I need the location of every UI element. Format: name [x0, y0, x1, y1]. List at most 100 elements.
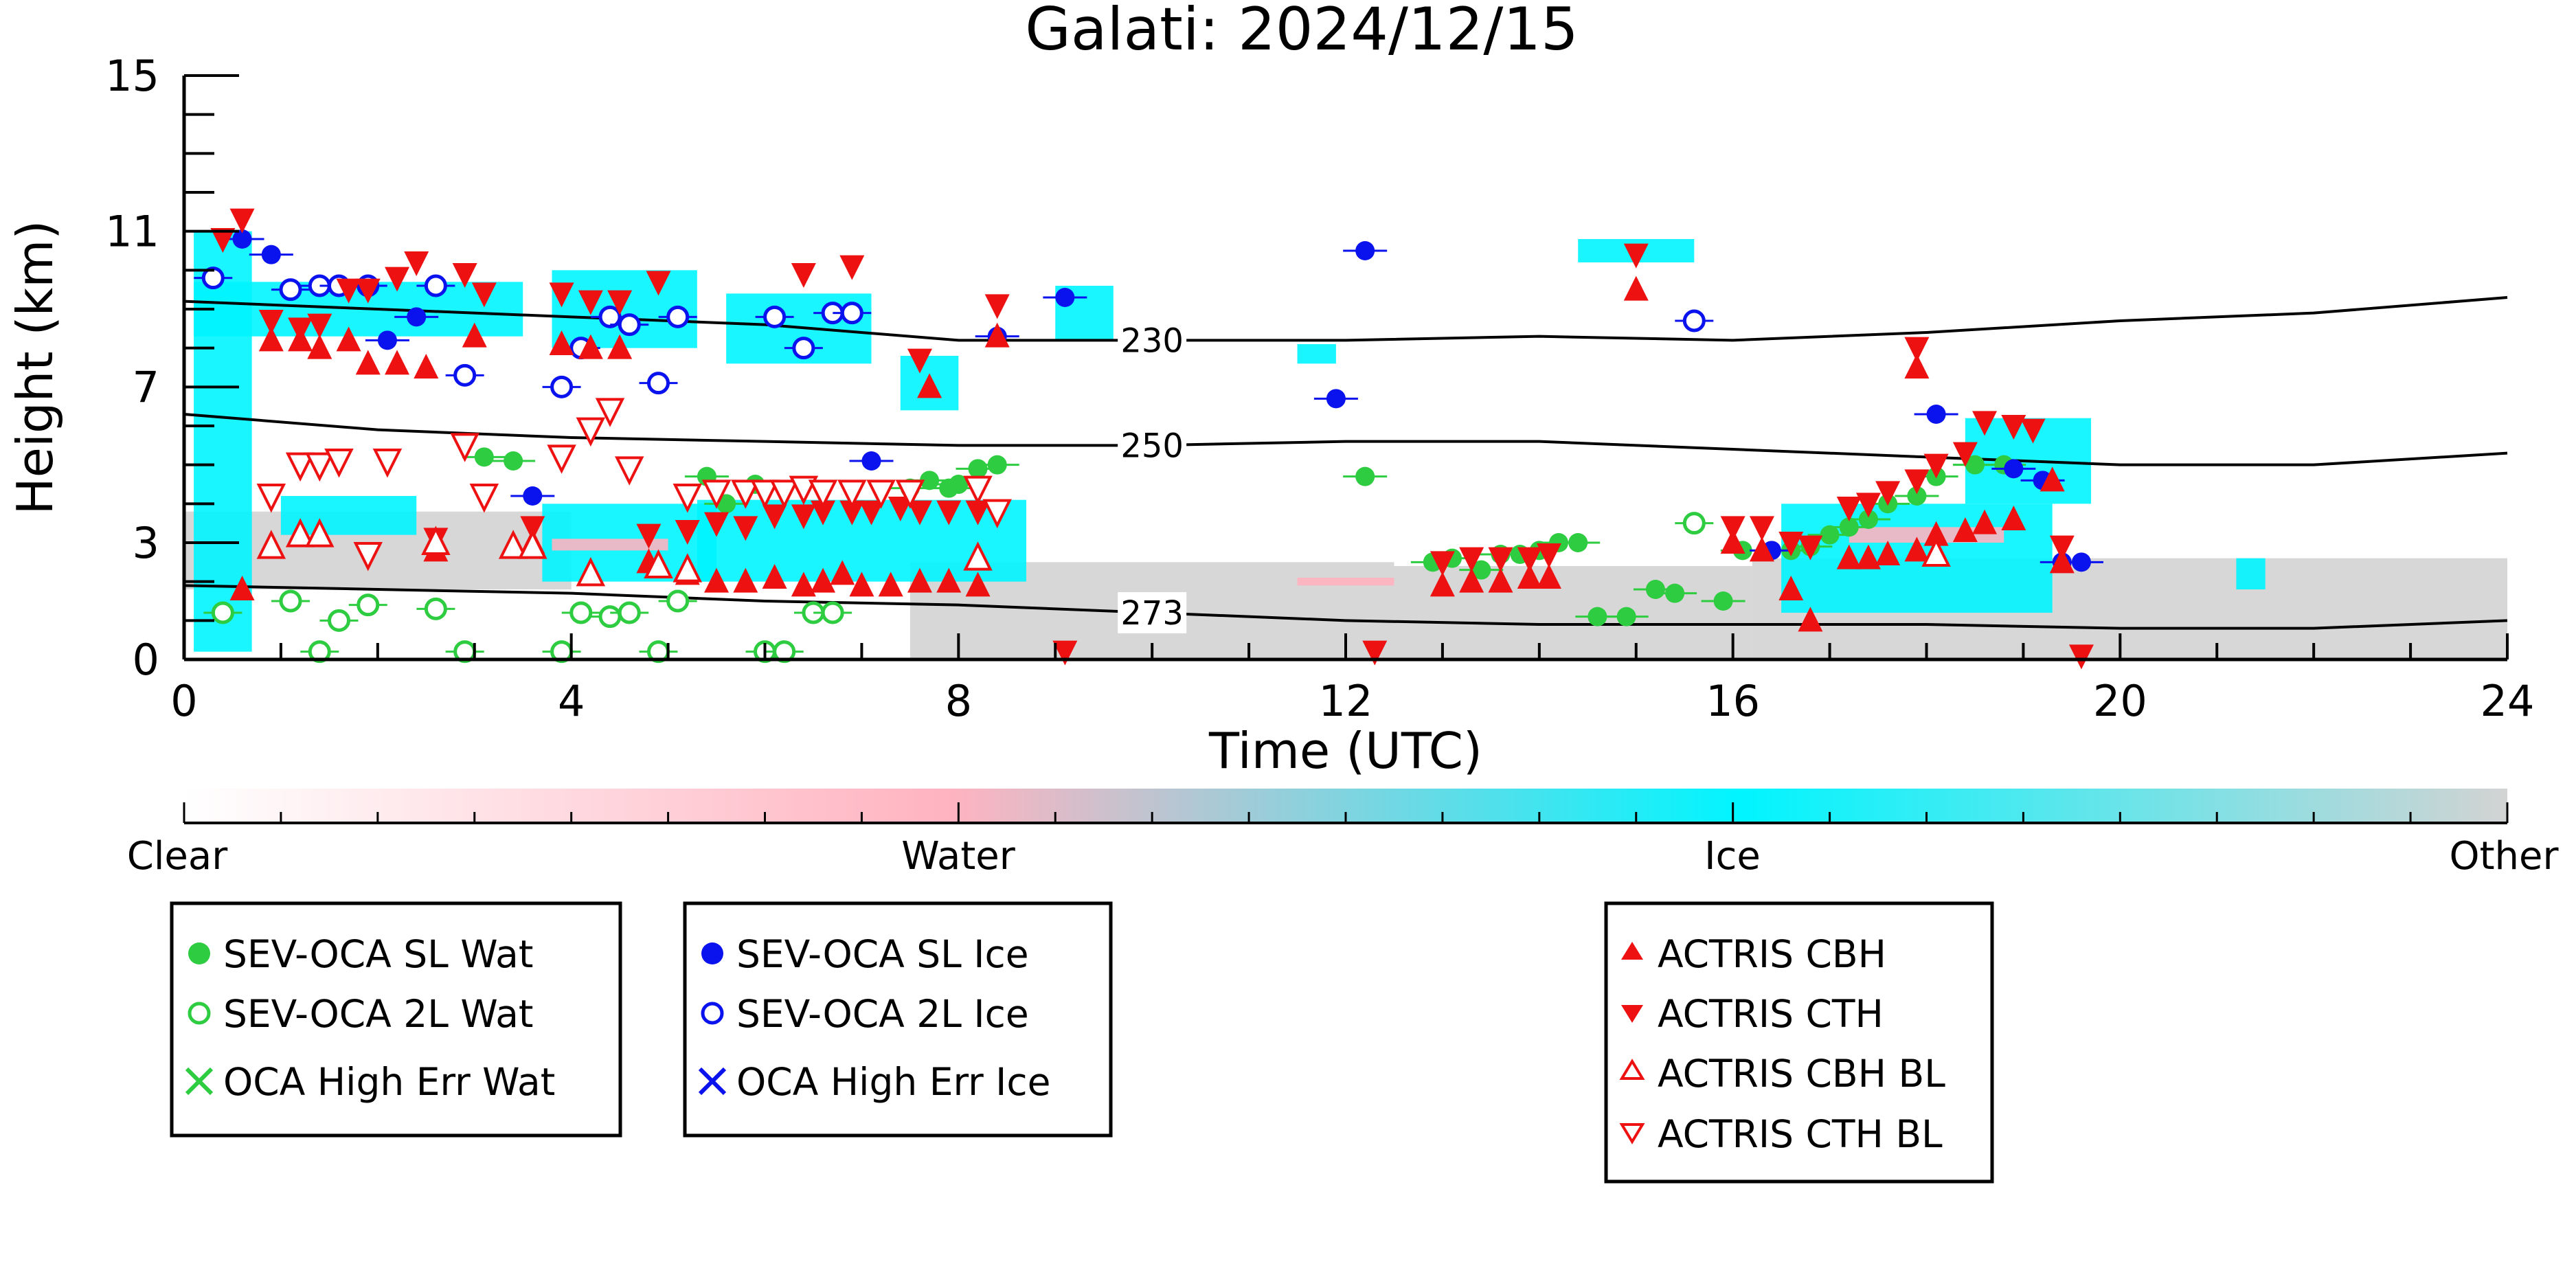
legend-label-higherr-wat: OCA High Err Wat [223, 1060, 555, 1104]
legend-water-box [170, 901, 622, 1138]
point-actris-cbh [578, 334, 603, 359]
point-actris-cth [1972, 411, 1998, 436]
point-actris-cbh [1720, 529, 1745, 554]
point-sev-oca-2l-ice [201, 267, 225, 290]
legend-label-higherr-ice: OCA High Err Ice [736, 1060, 1050, 1104]
point-actris-cbh [2001, 506, 2026, 530]
point-sev-oca-sl-wat [1713, 591, 1733, 611]
legend-marker-cth [1621, 1005, 1643, 1023]
point-actris-cth [733, 516, 758, 541]
point-actris-cth [1749, 516, 1774, 541]
colorbar-label-water: Water [901, 834, 1016, 879]
point-actris-cth-bl [982, 499, 1012, 529]
point-actris-cth [965, 500, 991, 526]
point-sev-oca-sl-wat [1355, 466, 1375, 486]
colorbar-ticks [183, 802, 2509, 823]
point-actris-cth [1855, 493, 1881, 518]
point-actris-cth [355, 278, 381, 304]
y-tick-label: 3 [133, 518, 159, 568]
cloud-mask-region [1394, 566, 1752, 659]
point-sev-oca-sl-ice [861, 451, 881, 471]
point-actris-cth [1923, 453, 1949, 479]
point-actris-cth [549, 282, 574, 308]
point-actris-cbh [1836, 544, 1862, 569]
point-actris-cth-bl [576, 417, 606, 447]
y-tick-label: 0 [133, 635, 159, 685]
point-sev-oca-2l-ice [646, 372, 670, 395]
point-actris-cbh [549, 330, 574, 355]
point-actris-cth-bl [963, 475, 993, 506]
legend-marker-sl-ice [701, 942, 723, 964]
point-actris-cth [2049, 535, 2075, 561]
point-sev-oca-2l-wat [618, 601, 641, 624]
point-sev-oca-sl-ice [2071, 552, 2091, 572]
chart-title: Galati: 2024/12/15 [1025, 0, 1579, 64]
point-actris-cth [1778, 532, 1804, 556]
point-actris-cbh [307, 334, 332, 359]
legend-label-sl-wat: SEV-OCA SL Wat [223, 932, 533, 976]
point-actris-cbh [1972, 509, 1998, 534]
point-actris-cbh [811, 567, 836, 593]
legend-label-2l-wat: SEV-OCA 2L Wat [223, 992, 534, 1036]
point-actris-cbh [936, 567, 962, 593]
colorbar-label-ice: Ice [1704, 834, 1761, 879]
legend-label-sl-ice: SEV-OCA SL Ice [736, 932, 1029, 976]
point-actris-cth-bl [769, 479, 799, 509]
y-axis-label: Height (km) [6, 221, 64, 515]
legend-label-cth-bl: ACTRIS CTH BL [1658, 1112, 1943, 1156]
point-actris-cth-bl [285, 452, 315, 482]
legend-actris-box [1604, 901, 1994, 1184]
x-tick-label: 4 [558, 676, 585, 726]
legend-marker-cbh-bl [1619, 1059, 1645, 1080]
point-sev-oca-2l-ice [598, 305, 622, 328]
point-sev-oca-sl-wat [968, 459, 988, 479]
x-tick-label: 16 [1706, 676, 1760, 726]
legend-marker-2l-ice [701, 1002, 724, 1025]
point-actris-cth [984, 294, 1010, 319]
point-sev-oca-sl-wat [987, 455, 1007, 475]
point-actris-cbh [385, 350, 410, 375]
point-actris-cbh-bl [285, 518, 315, 547]
point-actris-cth [762, 504, 787, 530]
point-sev-oca-sl-wat [1588, 607, 1607, 626]
point-actris-cbh [878, 572, 903, 597]
point-sev-oca-sl-wat [1965, 455, 1985, 475]
point-sev-oca-sl-wat [1665, 583, 1685, 603]
point-actris-cbh [462, 322, 487, 348]
contour-line-273 [183, 584, 2508, 630]
point-sev-oca-2l-wat [821, 601, 844, 624]
point-actris-cbh [607, 334, 633, 359]
point-sev-oca-sl-wat [1907, 486, 1927, 506]
point-actris-cth [1430, 551, 1455, 576]
legend-marker-2l-wat [188, 1002, 211, 1025]
point-actris-cth-bl [450, 433, 479, 462]
legend-marker-higherr-ice [698, 1067, 727, 1096]
point-actris-cbh [984, 322, 1010, 348]
point-actris-cth-bl [305, 452, 335, 482]
legend-marker-sl-wat [188, 942, 210, 964]
point-actris-cth [839, 500, 865, 526]
cloud-mask-region [1297, 578, 1394, 586]
point-actris-cbh [1536, 564, 1561, 589]
point-sev-oca-sl-wat [1645, 580, 1665, 599]
point-sev-oca-sl-wat [1839, 517, 1859, 537]
point-actris-cth [307, 313, 332, 339]
point-actris-cth [811, 500, 836, 526]
point-sev-oca-2l-wat [357, 594, 380, 617]
point-actris-cbh-bl [256, 530, 286, 559]
point-sev-oca-2l-wat [773, 640, 796, 664]
point-actris-cbh [1923, 521, 1949, 546]
point-actris-cth [636, 523, 662, 549]
point-actris-cth [1488, 547, 1513, 572]
point-sev-oca-sl-wat [1820, 525, 1840, 545]
cloud-height-points [194, 208, 2103, 670]
point-sev-oca-2l-wat [666, 589, 690, 613]
point-actris-cth [2068, 644, 2094, 670]
point-sev-oca-sl-ice [523, 486, 543, 506]
point-actris-cth [859, 500, 884, 526]
legend-label-cbh-bl: ACTRIS CBH BL [1658, 1052, 1945, 1096]
point-sev-oca-2l-ice [666, 305, 690, 328]
y-tick-label: 15 [105, 51, 159, 101]
colorbar-label-other: Other [2449, 834, 2559, 879]
contour-label-bg-250 [1118, 425, 1187, 466]
